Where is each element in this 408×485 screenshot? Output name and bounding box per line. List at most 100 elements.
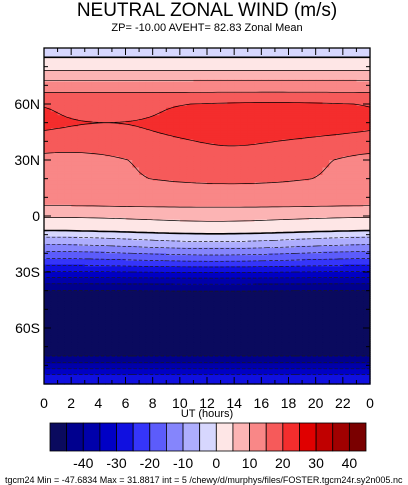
contour-cell	[356, 83, 364, 86]
contour-cell	[105, 240, 113, 243]
contour-cell	[342, 238, 351, 241]
contour-cell	[207, 217, 215, 221]
contour-cell	[173, 126, 181, 129]
contour-cell	[91, 176, 99, 180]
contour-cell	[132, 92, 140, 96]
contour-cell	[288, 180, 296, 183]
contour-cell	[132, 72, 140, 75]
contour-cell	[302, 105, 310, 109]
contour-cell	[220, 89, 228, 92]
contour-cell	[57, 171, 65, 174]
contour-cell	[227, 120, 235, 124]
contour-cell	[152, 76, 161, 79]
contour-cell	[111, 152, 120, 155]
contour-cell	[363, 111, 371, 114]
contour-cell	[57, 107, 65, 111]
contour-cell	[91, 111, 99, 114]
contour-cell	[281, 70, 290, 73]
contour-cell	[111, 104, 120, 107]
contour-cell	[111, 107, 120, 111]
contour-cell	[64, 171, 72, 174]
contour-cell	[281, 126, 290, 129]
contour-cell	[125, 68, 133, 71]
contour-cell	[105, 225, 113, 228]
contour-cell	[322, 96, 330, 99]
contour-cell	[139, 240, 147, 243]
contour-cell	[336, 174, 344, 178]
contour-cell	[91, 61, 99, 64]
contour-cell	[71, 117, 79, 120]
contour-cell	[349, 158, 358, 161]
contour-cell	[118, 64, 127, 68]
contour-cell	[240, 72, 249, 75]
contour-cell	[336, 130, 344, 133]
contour-cell	[118, 130, 127, 133]
contour-cell	[349, 53, 358, 57]
contour-cell	[152, 182, 161, 185]
contour-cell	[356, 217, 364, 221]
contour-cell	[295, 171, 303, 174]
contour-cell	[98, 238, 106, 241]
contour-cell	[274, 202, 283, 206]
contour-cell	[166, 202, 174, 206]
contour-cell	[193, 53, 201, 57]
contour-cell	[166, 193, 174, 197]
contour-cell	[139, 146, 147, 150]
contour-cell	[315, 68, 324, 71]
contour-cell	[329, 62, 337, 66]
contour-cell	[213, 191, 222, 195]
contour-cell	[254, 165, 262, 169]
contour-cell	[342, 199, 351, 202]
contour-cell	[105, 217, 113, 221]
contour-cell	[302, 184, 310, 187]
contour-cell	[247, 115, 256, 118]
contour-cell	[254, 109, 262, 113]
contour-cell	[105, 180, 113, 183]
contour-cell	[281, 161, 290, 165]
contour-cell	[342, 193, 351, 197]
contour-cell	[302, 128, 310, 131]
contour-cell	[220, 94, 228, 98]
contour-cell	[240, 191, 249, 195]
contour-cell	[132, 188, 140, 191]
contour-cell	[295, 199, 303, 202]
contour-cell	[207, 174, 215, 178]
contour-cell	[71, 83, 79, 86]
contour-cell	[50, 102, 59, 105]
contour-cell	[64, 59, 72, 62]
contour-cell	[274, 178, 283, 182]
contour-cell	[240, 197, 249, 200]
contour-cell	[356, 214, 364, 217]
contour-cell	[132, 49, 140, 53]
contour-cell	[57, 189, 65, 193]
contour-cell	[132, 145, 140, 148]
contour-cell	[315, 89, 324, 92]
contour-cell	[50, 210, 59, 213]
contour-cell	[77, 57, 86, 60]
contour-cell	[254, 234, 262, 238]
contour-cell	[336, 156, 344, 159]
contour-cell	[132, 154, 140, 157]
contour-cell	[77, 109, 86, 113]
contour-cell	[50, 74, 59, 77]
contour-cell	[200, 229, 208, 232]
contour-cell	[193, 120, 201, 124]
contour-cell	[220, 186, 228, 189]
contour-cell	[111, 132, 120, 135]
contour-cell	[247, 68, 256, 71]
contour-cell	[342, 61, 351, 64]
contour-cell	[207, 139, 215, 142]
contour-cell	[173, 176, 181, 180]
contour-cell	[302, 186, 310, 189]
contour-cell	[329, 57, 337, 60]
contour-cell	[336, 53, 344, 57]
contour-cell	[186, 130, 195, 133]
contour-cell	[98, 126, 106, 129]
contour-cell	[173, 163, 181, 167]
contour-cell	[268, 51, 276, 55]
contour-cell	[220, 210, 228, 213]
contour-cell	[247, 234, 256, 238]
contour-cell	[213, 217, 222, 221]
contour-cell	[111, 219, 120, 223]
contour-cell	[200, 163, 208, 167]
